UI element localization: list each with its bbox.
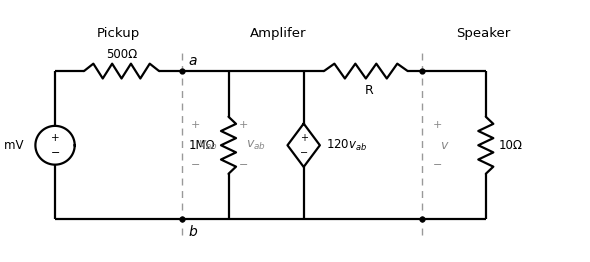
Text: 10Ω: 10Ω — [499, 139, 523, 152]
Text: 500Ω: 500Ω — [106, 48, 137, 61]
Text: +: + — [239, 120, 248, 130]
Text: +: + — [432, 120, 442, 130]
Text: −: − — [239, 160, 248, 170]
Text: +: + — [191, 120, 200, 130]
Text: Amplifer: Amplifer — [250, 27, 306, 40]
Text: $v_{ab}$: $v_{ab}$ — [246, 139, 266, 152]
Text: +: + — [51, 133, 60, 143]
Text: $a$: $a$ — [188, 54, 198, 68]
Text: 1MΩ: 1MΩ — [189, 139, 216, 152]
Text: $b$: $b$ — [188, 224, 198, 239]
Text: Speaker: Speaker — [456, 27, 510, 40]
Text: R: R — [365, 84, 373, 97]
Text: −: − — [300, 148, 308, 158]
Text: −: − — [432, 160, 442, 170]
Text: Pickup: Pickup — [97, 27, 140, 40]
Text: 200 mV: 200 mV — [0, 139, 23, 152]
Text: $v$: $v$ — [440, 139, 449, 152]
Text: −: − — [50, 148, 60, 158]
Text: $v_{ab}$: $v_{ab}$ — [198, 139, 218, 152]
Text: −: − — [191, 160, 200, 170]
Text: 120$v_{ab}$: 120$v_{ab}$ — [326, 138, 367, 153]
Text: +: + — [300, 133, 307, 143]
